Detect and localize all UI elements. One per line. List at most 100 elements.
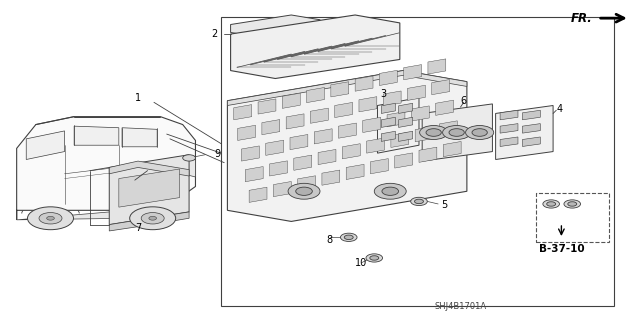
Circle shape [374,183,406,199]
Text: 6: 6 [461,96,467,106]
Polygon shape [290,135,308,150]
Polygon shape [522,110,540,120]
Polygon shape [500,110,518,120]
Polygon shape [262,120,280,135]
Polygon shape [17,202,173,220]
Polygon shape [314,129,332,144]
Polygon shape [307,87,324,103]
Circle shape [47,216,54,220]
Polygon shape [422,104,492,161]
Text: 2: 2 [211,29,218,39]
Circle shape [415,199,424,204]
Circle shape [449,129,465,136]
Polygon shape [245,167,263,182]
Polygon shape [266,140,284,155]
Polygon shape [230,15,400,78]
Text: 8: 8 [326,234,333,245]
Polygon shape [522,123,540,133]
Polygon shape [371,159,388,174]
Text: 3: 3 [381,89,387,100]
Circle shape [340,233,357,241]
Polygon shape [109,161,189,176]
Polygon shape [318,149,336,165]
Circle shape [568,202,577,206]
Polygon shape [432,79,450,95]
Polygon shape [419,147,437,162]
Circle shape [141,212,164,224]
Circle shape [411,197,428,205]
Polygon shape [109,212,189,231]
Polygon shape [399,117,413,127]
Circle shape [547,202,556,206]
Polygon shape [378,98,419,153]
Polygon shape [363,117,381,132]
Polygon shape [335,102,353,118]
Polygon shape [395,153,413,168]
Circle shape [344,235,353,240]
Polygon shape [230,15,320,37]
Circle shape [472,129,487,136]
Circle shape [366,254,383,262]
Circle shape [130,207,175,230]
Circle shape [382,187,399,196]
Polygon shape [282,93,300,108]
Polygon shape [286,114,304,129]
Circle shape [28,207,74,230]
Polygon shape [367,138,385,153]
Circle shape [370,256,379,260]
Polygon shape [182,158,195,177]
Polygon shape [122,128,157,147]
Polygon shape [355,76,373,91]
Text: 9: 9 [214,149,221,159]
Circle shape [149,216,157,220]
Circle shape [426,129,442,136]
Polygon shape [273,182,291,197]
Polygon shape [391,132,409,147]
Polygon shape [227,70,467,221]
Polygon shape [322,170,340,185]
Text: 5: 5 [442,200,447,210]
Polygon shape [428,59,446,74]
Polygon shape [495,106,553,160]
Polygon shape [310,108,328,123]
Polygon shape [383,91,401,106]
Circle shape [466,125,493,139]
Bar [221,17,614,306]
Polygon shape [234,105,252,120]
Polygon shape [408,85,426,100]
Text: FR.: FR. [571,12,593,25]
Circle shape [564,200,580,208]
Polygon shape [522,137,540,146]
Polygon shape [346,164,364,180]
Circle shape [296,187,312,196]
Polygon shape [387,112,405,127]
Text: SHJ4B1701A: SHJ4B1701A [435,302,486,311]
Polygon shape [17,117,195,220]
Polygon shape [258,99,276,114]
Bar [135,145,154,153]
Bar [320,169,371,185]
Circle shape [443,125,470,139]
Polygon shape [359,97,377,112]
Circle shape [420,125,448,139]
Text: 1: 1 [135,93,141,103]
Polygon shape [500,137,518,146]
Text: 10: 10 [355,258,367,268]
Polygon shape [241,146,259,161]
Polygon shape [26,131,65,160]
Polygon shape [440,121,458,136]
Polygon shape [294,155,312,170]
Polygon shape [381,103,396,114]
Polygon shape [444,141,461,157]
Polygon shape [119,169,179,207]
Polygon shape [342,144,360,159]
Polygon shape [331,82,349,97]
Circle shape [288,183,320,199]
Polygon shape [381,131,396,141]
Circle shape [39,212,62,224]
Text: 4: 4 [556,104,563,114]
Polygon shape [237,125,255,140]
Text: 7: 7 [135,223,141,233]
Circle shape [543,200,559,208]
Bar [536,193,609,242]
